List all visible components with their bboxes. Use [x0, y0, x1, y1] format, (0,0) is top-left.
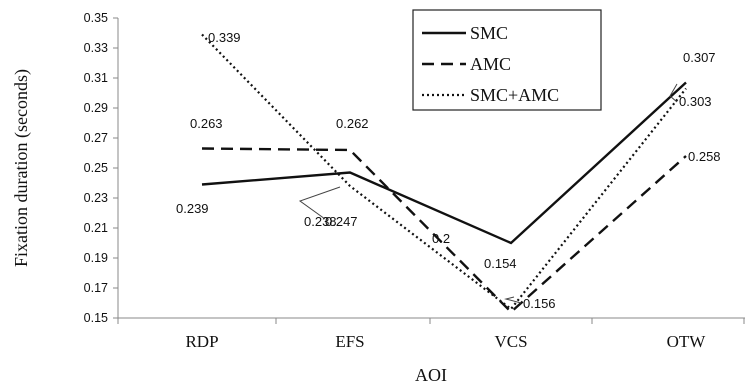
- legend: SMC AMC SMC+AMC: [412, 9, 602, 111]
- data-label: 0.262: [336, 116, 369, 131]
- data-labels: 0.239 0.247 0.2 0.307 0.263 0.262 0.154 0.258 0.…: [176, 30, 721, 311]
- y-axis-title: Fixation duration (seconds): [11, 69, 32, 267]
- y-tick-label: 0.25: [84, 161, 108, 175]
- y-tick-label: 0.31: [84, 71, 108, 85]
- callout-leader-line: [504, 296, 522, 304]
- x-category-label: VCS: [494, 332, 527, 351]
- data-label: 0.156: [523, 296, 556, 311]
- series-line-smc: [201, 81, 687, 245]
- x-category-label: RDP: [185, 332, 218, 351]
- y-tick-label: 0.15: [84, 311, 108, 325]
- x-category-label: OTW: [667, 332, 707, 351]
- legend-box: [412, 9, 602, 111]
- data-label: 0.2: [432, 231, 450, 246]
- x-category-label: EFS: [335, 332, 364, 351]
- data-label: 0.303: [679, 94, 712, 109]
- data-label: 0.247: [325, 214, 358, 229]
- y-tick-label: 0.17: [84, 281, 108, 295]
- y-tick-label: 0.21: [84, 221, 108, 235]
- legend-label: SMC: [470, 23, 508, 43]
- callout-leader-line: [298, 186, 341, 220]
- data-label: 0.307: [683, 50, 716, 65]
- y-tick-label: 0.19: [84, 251, 108, 265]
- y-tick-label: 0.35: [84, 11, 108, 25]
- y-tick-label: 0.23: [84, 191, 108, 205]
- data-label: 0.239: [176, 201, 209, 216]
- axes: 0.15 0.17 0.19 0.21 0.23 0.25 0.27 0.29 0.31 0.33…: [84, 11, 745, 351]
- y-tick-label: 0.29: [84, 101, 108, 115]
- x-axis-title: AOI: [415, 365, 447, 385]
- callout-leader-line: [669, 83, 678, 103]
- legend-label: SMC+AMC: [470, 85, 559, 105]
- y-tick-label: 0.33: [84, 41, 108, 55]
- data-label: 0.339: [208, 30, 241, 45]
- data-label: 0.154: [484, 256, 517, 271]
- data-label: 0.263: [190, 116, 223, 131]
- data-label: 0.258: [688, 149, 721, 164]
- legend-label: AMC: [470, 54, 511, 74]
- y-tick-label: 0.27: [84, 131, 108, 145]
- series-lines: [201, 33, 687, 314]
- series-line-smc-amc: [201, 33, 687, 311]
- data-label: 0.238: [304, 214, 337, 229]
